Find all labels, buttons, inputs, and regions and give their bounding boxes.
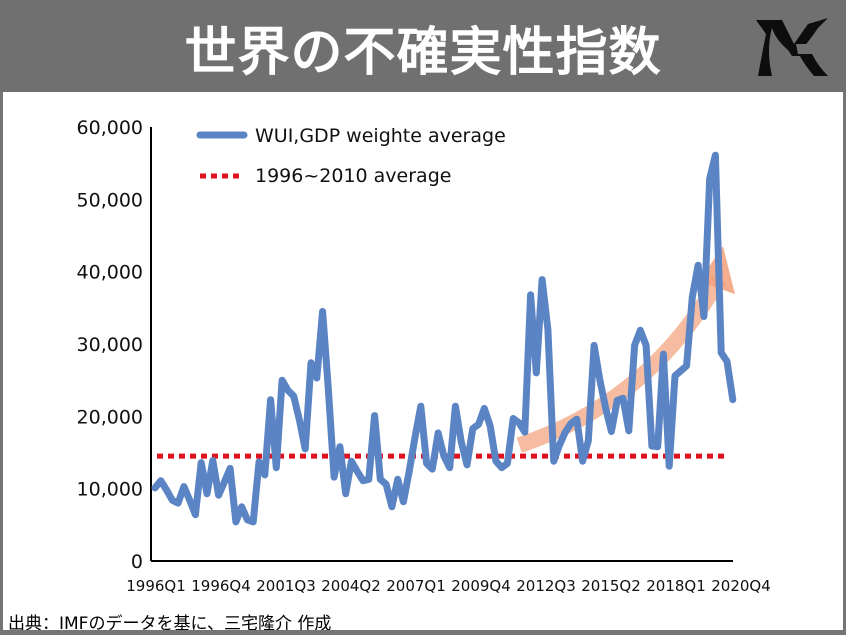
- legend: WUI,GDP weighte average 1996~2010 averag…: [196, 125, 506, 187]
- x-tick-label: 2012Q3: [516, 577, 576, 595]
- x-axis-ticks: 1996Q1 1996Q4 2001Q3 2004Q2 2007Q1 2009Q4 2012…: [126, 577, 771, 595]
- x-tick-label: 2018Q1: [646, 577, 706, 595]
- x-tick-label: 1996Q1: [126, 577, 186, 595]
- uncertainty-index-chart: 0 10,000 20,000 30,000 40,000 50,000 60,000 19…: [77, 117, 771, 595]
- y-tick-label: 60,000: [77, 117, 143, 139]
- x-tick-label: 1996Q4: [191, 577, 251, 595]
- y-tick-label: 20,000: [77, 406, 143, 428]
- page-title: 世界の不確実性指数: [184, 23, 662, 83]
- header-bar: 世界の不確実性指数: [0, 0, 846, 92]
- x-tick-label: 2015Q2: [581, 577, 641, 595]
- y-axis-ticks: 0 10,000 20,000 30,000 40,000 50,000 60,000: [77, 117, 143, 573]
- x-tick-label: 2004Q2: [321, 577, 381, 595]
- x-tick-label: 2009Q4: [451, 577, 511, 595]
- y-tick-label: 30,000: [77, 334, 143, 356]
- wui-series-line: [151, 151, 737, 526]
- bottom-border: [0, 630, 846, 635]
- y-tick-label: 50,000: [77, 189, 143, 211]
- x-tick-label: 2007Q1: [386, 577, 446, 595]
- x-tick-label: 2020Q4: [711, 577, 771, 595]
- source-note: 出典：IMFのデータを基に、三宅隆介 作成: [8, 614, 332, 634]
- legend-label-wui: WUI,GDP weighte average: [255, 125, 506, 147]
- x-tick-label: 2001Q3: [256, 577, 316, 595]
- y-tick-label: 10,000: [77, 479, 143, 501]
- y-tick-label: 0: [131, 551, 143, 573]
- y-tick-label: 40,000: [77, 262, 143, 284]
- legend-label-average: 1996~2010 average: [255, 165, 451, 187]
- mr-monogram-logo-icon: [756, 18, 828, 76]
